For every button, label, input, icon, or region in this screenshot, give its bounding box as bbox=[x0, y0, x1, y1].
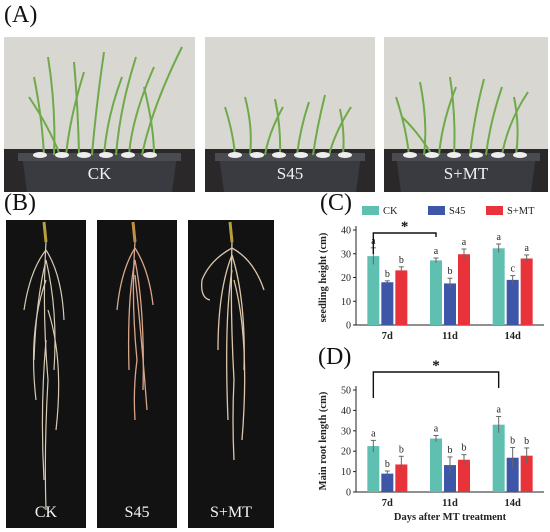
chart-d-letter-CK-11d: a bbox=[434, 423, 439, 434]
chart-d-category-label-11d: 11d bbox=[442, 498, 458, 509]
chart-d-letter-S45-7d: b bbox=[385, 459, 390, 470]
seedling-photo-smt: S+MT bbox=[384, 37, 548, 192]
chart-c-significance-star-0: * bbox=[401, 219, 409, 235]
panel-label-a: (A) bbox=[4, 2, 38, 28]
panel-label-d: (D) bbox=[318, 344, 352, 370]
chart-c-legend-swatch-CK bbox=[362, 206, 379, 215]
chart-d-bar-S45-11d bbox=[444, 465, 456, 492]
chart-d-bar-CK-11d bbox=[430, 438, 442, 492]
chart-c-letter-S+MT-14d: a bbox=[524, 243, 529, 254]
root-caption-s45: S45 bbox=[124, 504, 150, 521]
chart-d-bar-S45-7d bbox=[381, 473, 394, 492]
chart-c-ylabel: seedling height (cm) bbox=[318, 232, 329, 322]
chart-d-ytick-label-0: 0 bbox=[346, 488, 351, 499]
chart-c-bar-S45-14d bbox=[506, 279, 519, 325]
chart-c-ytick-label-4: 40 bbox=[341, 226, 351, 237]
panel-label-c: (C) bbox=[320, 190, 352, 216]
seedling-photo-smt-art bbox=[384, 37, 548, 192]
chart-d-bar-S+MT-11d bbox=[458, 459, 470, 492]
seedling-photo-ck: CK bbox=[4, 37, 195, 192]
chart-c-category-label-14d: 14d bbox=[504, 331, 521, 342]
seedling-photo-s45-art bbox=[205, 37, 375, 192]
seedling-photo-s45: S45 bbox=[205, 37, 375, 192]
chart-c-bar-CK-14d bbox=[492, 248, 505, 325]
root-photo-ck-art bbox=[6, 220, 86, 528]
chart-c-letter-S+MT-11d: a bbox=[462, 237, 467, 248]
chart-c-letter-S+MT-7d: b bbox=[399, 255, 404, 266]
chart-d: 0 10 20 30 40 50 Main root length (cm) 7d 11d 14d… bbox=[318, 358, 544, 523]
chart-c-letter-CK-14d: a bbox=[496, 232, 501, 243]
chart-c-letter-S45-14d: c bbox=[510, 264, 515, 275]
chart-c-legend-label-CK: CK bbox=[383, 206, 398, 217]
chart-d-bar-S45-14d bbox=[506, 457, 519, 492]
root-caption-ck: CK bbox=[34, 504, 58, 521]
chart-c-bar-CK-7d bbox=[367, 256, 380, 325]
chart-d-letter-CK-14d: a bbox=[496, 405, 501, 416]
chart-d-ytick-label-1: 10 bbox=[341, 467, 351, 478]
chart-c-bar-S45-7d bbox=[381, 282, 394, 325]
chart-c-letter-S45-11d: b bbox=[448, 266, 453, 277]
chart-c-legend-swatch-S45 bbox=[428, 206, 445, 215]
chart-d-letter-S+MT-14d: b bbox=[524, 436, 529, 447]
root-photo-smt-art bbox=[188, 220, 274, 528]
chart-d-significance-bracket-0 bbox=[372, 371, 500, 398]
chart-c-bar-S+MT-7d bbox=[395, 270, 408, 325]
photo-caption-ck: CK bbox=[87, 164, 112, 183]
chart-c-legend-label-S45: S45 bbox=[449, 206, 465, 217]
chart-d-xlabel: Days after MT treatment bbox=[394, 512, 507, 523]
chart-d-ytick-label-5: 50 bbox=[341, 386, 351, 397]
chart-d-letter-S+MT-7d: b bbox=[399, 444, 404, 455]
chart-d-category-label-14d: 14d bbox=[504, 498, 521, 509]
chart-d-letter-S45-11d: b bbox=[448, 445, 453, 456]
chart-d-bar-S+MT-14d bbox=[520, 455, 533, 492]
root-photo-s45: S45 bbox=[97, 220, 177, 528]
photo-caption-s45: S45 bbox=[276, 164, 304, 183]
root-photo-ck: CK bbox=[6, 220, 86, 528]
photo-caption-smt: S+MT bbox=[443, 164, 489, 183]
chart-d-ytick-label-4: 40 bbox=[341, 406, 351, 417]
chart-c-ytick-label-0: 0 bbox=[346, 321, 351, 332]
root-caption-smt: S+MT bbox=[210, 504, 252, 521]
chart-d-category-label-7d: 7d bbox=[382, 498, 393, 509]
chart-c-bar-S+MT-11d bbox=[458, 254, 470, 325]
chart-d-bar-S+MT-7d bbox=[395, 464, 408, 492]
seedling-photo-ck-art bbox=[4, 37, 195, 192]
chart-d-letter-S+MT-11d: b bbox=[462, 443, 467, 454]
chart-c-category-label-7d: 7d bbox=[382, 331, 393, 342]
chart-c-bar-S+MT-14d bbox=[520, 258, 533, 325]
chart-d-letter-S45-14d: b bbox=[510, 436, 515, 447]
chart-c-letter-S45-7d: b bbox=[385, 269, 390, 280]
chart-c-letter-CK-11d: a bbox=[434, 246, 439, 257]
chart-c-ytick-label-2: 20 bbox=[341, 273, 351, 284]
chart-d-bar-CK-14d bbox=[492, 424, 505, 492]
chart-c-legend-label-S+MT: S+MT bbox=[507, 206, 535, 217]
chart-d-significance-star-0: * bbox=[432, 358, 440, 374]
chart-c-significance-bracket-0 bbox=[372, 232, 437, 254]
chart-d-letter-CK-7d: a bbox=[371, 428, 376, 439]
root-photo-smt: S+MT bbox=[188, 220, 274, 528]
chart-c-ytick-label-1: 10 bbox=[341, 297, 351, 308]
root-photo-s45-art bbox=[97, 220, 177, 528]
chart-c-bar-S45-11d bbox=[444, 283, 456, 325]
panel-label-b: (B) bbox=[4, 190, 36, 216]
chart-d-ytick-label-2: 20 bbox=[341, 447, 351, 458]
chart-c-bar-CK-11d bbox=[430, 260, 442, 325]
chart-c-category-label-11d: 11d bbox=[442, 331, 458, 342]
chart-d-ytick-label-3: 30 bbox=[341, 426, 351, 437]
chart-c-ytick-label-3: 30 bbox=[341, 249, 351, 260]
chart-d-ylabel: Main root length (cm) bbox=[318, 391, 329, 490]
chart-c: 0 10 20 30 40 seedling height (cm) 7d 11d 14d a a a… bbox=[318, 206, 544, 342]
chart-d-bar-CK-7d bbox=[367, 446, 380, 492]
chart-c-legend-swatch-S+MT bbox=[486, 206, 503, 215]
